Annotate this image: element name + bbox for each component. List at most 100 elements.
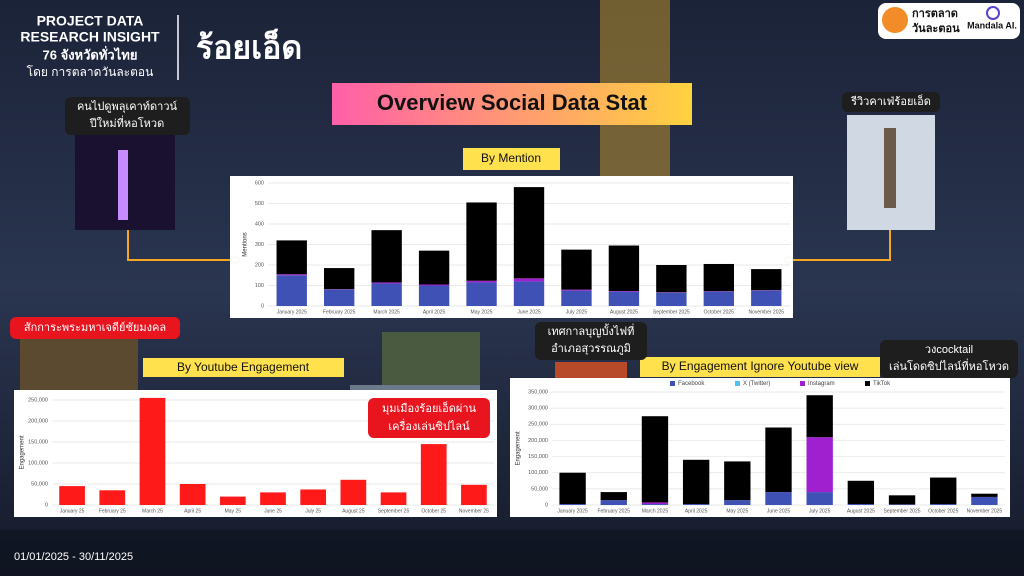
bar-segment [751, 269, 782, 291]
bar-segment [806, 492, 833, 505]
annotation: อำเภอสุวรรณภูมิ [551, 343, 631, 355]
bar-segment [561, 289, 592, 291]
bar-segment [656, 292, 687, 306]
bar-segment [888, 504, 916, 505]
x-tick-label: November 2025 [967, 508, 1003, 514]
province: ร้อยเอ็ด [196, 27, 302, 65]
x-tick-label: November 25 [459, 508, 489, 514]
header-project: PROJECT DATA [37, 13, 144, 29]
page-title: Overview Social Data Stat [377, 90, 648, 115]
x-tick-label: August 2025 [610, 309, 638, 315]
bar [300, 489, 327, 505]
x-tick-label: January 2025 [557, 508, 588, 514]
annotation-box [535, 322, 647, 360]
bar-segment [276, 275, 307, 306]
bar-segment [888, 495, 916, 505]
x-tick-label: October 2025 [704, 309, 735, 315]
y-tick-label: 50,000 [531, 486, 548, 492]
annotation: เครื่องเล่นซิปไลน์ [388, 418, 470, 433]
chart-title: By Youtube Engagement [177, 360, 310, 374]
x-tick-label: April 2025 [685, 508, 708, 514]
brand-logo: การตลาด [912, 8, 958, 20]
x-tick-label: February 25 [99, 508, 126, 514]
bar-segment [656, 265, 687, 293]
bar-segment [559, 504, 586, 505]
chart-title: By Mention [481, 151, 541, 165]
x-tick-label: June 2025 [767, 508, 791, 514]
legend-swatch [670, 381, 675, 386]
annotation: วงcocktail [925, 344, 973, 356]
bar [179, 484, 206, 505]
x-tick-label: May 2025 [726, 508, 748, 514]
y-tick-label: 300,000 [528, 406, 548, 412]
bar-segment [724, 500, 751, 505]
bar-segment [930, 477, 957, 505]
y-axis-label: Engagement [516, 431, 522, 465]
bar-segment [276, 240, 307, 275]
bar-segment [608, 291, 640, 292]
bar-segment [466, 282, 497, 306]
mandala-logo: Mandala AI. [967, 20, 1017, 30]
x-tick-label: March 25 [142, 508, 163, 514]
bar-segment [971, 496, 998, 505]
chart-title-box [463, 148, 560, 170]
x-tick-label: April 2025 [423, 309, 446, 315]
charts: 0 100 200 300 400 500 600 Mentions January 2025 F… [20, 180, 1005, 514]
bar-segment [641, 504, 669, 505]
annotation: เล่นโดดซิปไลน์ที่หอโหวด [889, 358, 1009, 373]
bar-segment [371, 282, 402, 284]
bar-segment [724, 461, 751, 501]
x-tick-label: July 2025 [566, 309, 588, 315]
bar-segment [371, 230, 402, 283]
mandala-icon [986, 6, 1000, 20]
legend-label: X (Twitter) [743, 381, 770, 387]
y-tick-label: 100 [255, 283, 264, 289]
bar [219, 496, 246, 505]
x-tick-label: June 2025 [517, 309, 541, 315]
photo-detail [884, 128, 896, 208]
x-tick-label: July 2025 [809, 508, 831, 514]
y-axis-label: Mentions [243, 232, 249, 256]
y-tick-label: 500 [255, 201, 264, 207]
annotation-box [880, 340, 1018, 378]
bar-segment [513, 281, 545, 306]
x-tick-label: November 2025 [748, 309, 784, 315]
x-tick-label: May 2025 [471, 309, 493, 315]
legend-label: Facebook [678, 381, 705, 387]
header-subtitle: 76 จังหวัดทั่วไทย [43, 45, 138, 62]
bar-segment [513, 278, 545, 282]
bar-segment [751, 290, 782, 306]
y-tick-label: 200,000 [28, 418, 48, 424]
legend-label: Instagram [808, 381, 835, 387]
bar-segment [765, 492, 792, 505]
x-tick-label: October 25 [421, 508, 446, 514]
logo-box [878, 3, 1020, 39]
date-range: 01/01/2025 - 30/11/2025 [14, 551, 133, 563]
y-tick-label: 400 [255, 221, 264, 227]
bar [99, 490, 126, 505]
y-tick-label: 300 [255, 242, 264, 248]
bar-segment [806, 395, 833, 438]
bar-segment [323, 268, 355, 290]
y-tick-label: 200 [255, 262, 264, 268]
photo-detail [118, 150, 128, 220]
bar-segment [971, 493, 998, 497]
x-tick-label: January 25 [60, 508, 85, 514]
chart-title-box [143, 358, 344, 377]
header-project: RESEARCH INSIGHT [20, 29, 160, 45]
bar-segment [608, 291, 640, 306]
bar-segment [418, 285, 450, 306]
y-tick-label: 200,000 [528, 438, 548, 444]
bar-segment [561, 249, 592, 290]
legend-swatch [800, 381, 805, 386]
bar-segment [418, 284, 450, 286]
legend-swatch [865, 381, 870, 386]
bar [380, 492, 407, 505]
bar-segment [641, 502, 669, 505]
annotation: มุมเมืองร้อยเอ็ดผ่าน [382, 401, 477, 415]
x-tick-label: January 2025 [277, 309, 308, 315]
x-tick-label: February 2025 [323, 309, 356, 315]
bar-segment [847, 504, 875, 505]
